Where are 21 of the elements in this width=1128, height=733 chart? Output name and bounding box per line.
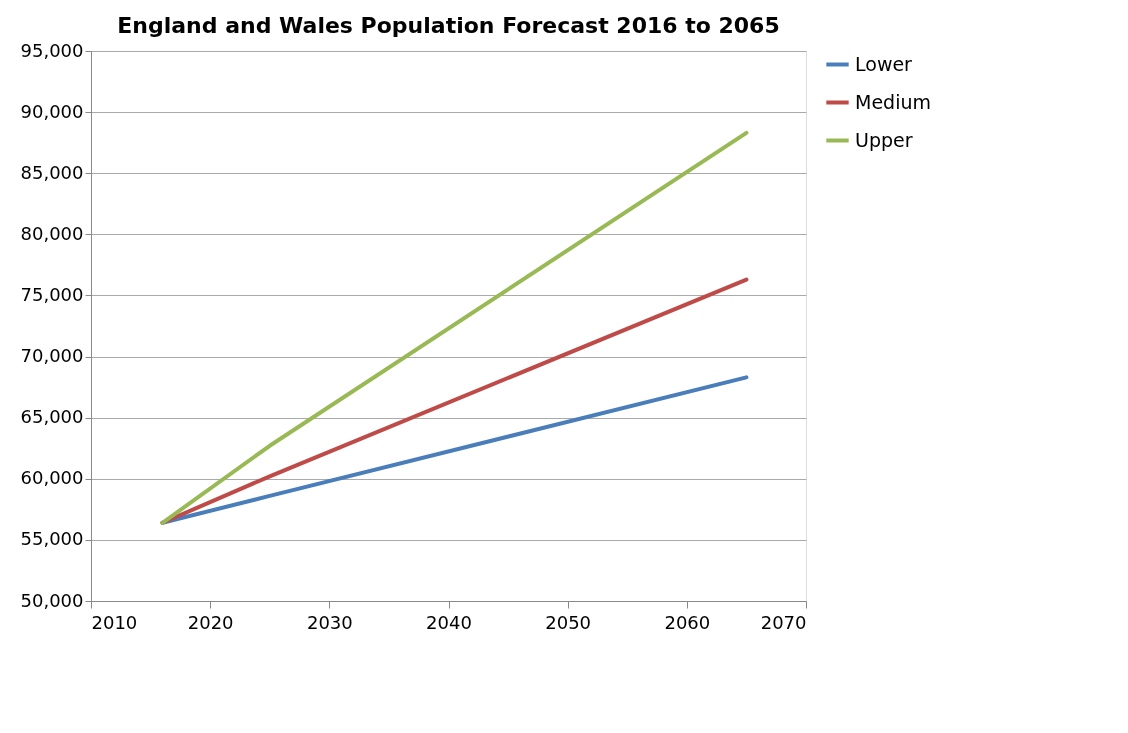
y-tick-label: 80,000 bbox=[20, 222, 84, 244]
legend-label: Upper bbox=[855, 128, 913, 151]
x-tick-label: 2020 bbox=[187, 611, 234, 633]
x-tick-label: 2040 bbox=[426, 611, 472, 633]
chart-title: England and Wales Population Forecast 2016 to 2065 bbox=[117, 13, 780, 38]
legend-label: Medium bbox=[855, 90, 931, 113]
x-tick-label: 2070 bbox=[760, 611, 807, 633]
x-tick-label: 2060 bbox=[664, 611, 711, 633]
x-tick-label: 2050 bbox=[545, 611, 592, 633]
y-tick-label: 85,000 bbox=[20, 161, 84, 183]
y-tick-label: 95,000 bbox=[20, 39, 84, 61]
legend-label: Lower bbox=[855, 52, 913, 75]
y-tick-label: 70,000 bbox=[20, 345, 84, 367]
y-tick-label: 55,000 bbox=[20, 528, 84, 550]
y-tick-label: 50,000 bbox=[20, 589, 84, 611]
y-tick-label: 65,000 bbox=[20, 406, 84, 428]
y-tick-label: 60,000 bbox=[20, 467, 84, 489]
x-tick-label: 2010 bbox=[91, 611, 138, 633]
x-tick-label: 2030 bbox=[306, 611, 353, 633]
y-tick-label: 90,000 bbox=[20, 100, 84, 122]
y-tick-label: 75,000 bbox=[20, 283, 84, 305]
